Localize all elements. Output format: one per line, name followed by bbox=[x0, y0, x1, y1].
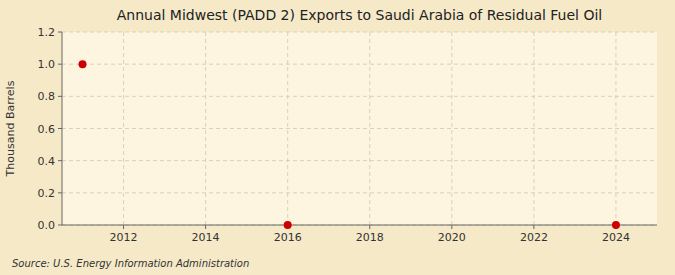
grid-line-y bbox=[62, 225, 657, 226]
data-points bbox=[79, 60, 620, 229]
tick-y bbox=[58, 225, 62, 226]
tick-label-y: 0.2 bbox=[38, 187, 56, 200]
tick-label-x: 2018 bbox=[356, 231, 384, 244]
y-axis-line bbox=[62, 32, 63, 225]
tick-label-x: 2022 bbox=[520, 231, 548, 244]
scatter-point bbox=[284, 221, 292, 229]
tick-label-x: 2020 bbox=[438, 231, 466, 244]
tick-x bbox=[451, 225, 452, 229]
x-axis-line bbox=[62, 225, 657, 226]
grid-line-x bbox=[123, 32, 124, 225]
y-axis-label: Thousand Barrels bbox=[4, 80, 17, 177]
tick-label-x: 2016 bbox=[274, 231, 302, 244]
chart-svg: 2012 2014 2016 2018 2020 2022 2024 0.0 0.2 0.4 0.6… bbox=[0, 0, 675, 275]
tick-x bbox=[205, 225, 206, 229]
source-note: Source: U.S. Energy Information Administ… bbox=[12, 258, 249, 269]
chart-container: 2012 2014 2016 2018 2020 2022 2024 0.0 0.2 0.4 0.6… bbox=[0, 0, 675, 275]
tick-label-y: 0.0 bbox=[38, 219, 56, 232]
tick-y bbox=[58, 128, 62, 129]
grid-line-y bbox=[62, 128, 657, 129]
grid-line-y bbox=[62, 64, 657, 65]
tick-y bbox=[58, 192, 62, 193]
tick-label-y: 0.8 bbox=[38, 90, 56, 103]
grid bbox=[62, 32, 657, 225]
tick-label-x: 2012 bbox=[110, 231, 138, 244]
scatter-point bbox=[79, 60, 87, 68]
tick-y bbox=[58, 32, 62, 33]
tick-label-y: 0.4 bbox=[38, 155, 56, 168]
grid-line-x bbox=[451, 32, 452, 225]
background bbox=[0, 0, 675, 275]
tick-y bbox=[58, 160, 62, 161]
tick-label-x: 2014 bbox=[192, 231, 220, 244]
tick-x bbox=[369, 225, 370, 229]
grid-line-y bbox=[62, 160, 657, 161]
tick-x bbox=[123, 225, 124, 229]
grid-line-y bbox=[62, 32, 657, 33]
axes: 2012 2014 2016 2018 2020 2022 2024 0.0 0.2 0.4 0.6… bbox=[38, 26, 658, 244]
grid-line-y bbox=[62, 96, 657, 97]
title: Annual Midwest (PADD 2) Exports to Saudi… bbox=[117, 7, 602, 23]
tick-label-y: 1.0 bbox=[38, 58, 56, 71]
tick-label-y: 1.2 bbox=[38, 26, 56, 39]
grid-line-y bbox=[62, 192, 657, 193]
tick-y bbox=[58, 64, 62, 65]
tick-label-x: 2024 bbox=[602, 231, 630, 244]
tick-y bbox=[58, 96, 62, 97]
plot-background bbox=[62, 32, 657, 225]
scatter-point bbox=[612, 221, 620, 229]
tick-label-y: 0.6 bbox=[38, 123, 56, 136]
tick-x bbox=[533, 225, 534, 229]
